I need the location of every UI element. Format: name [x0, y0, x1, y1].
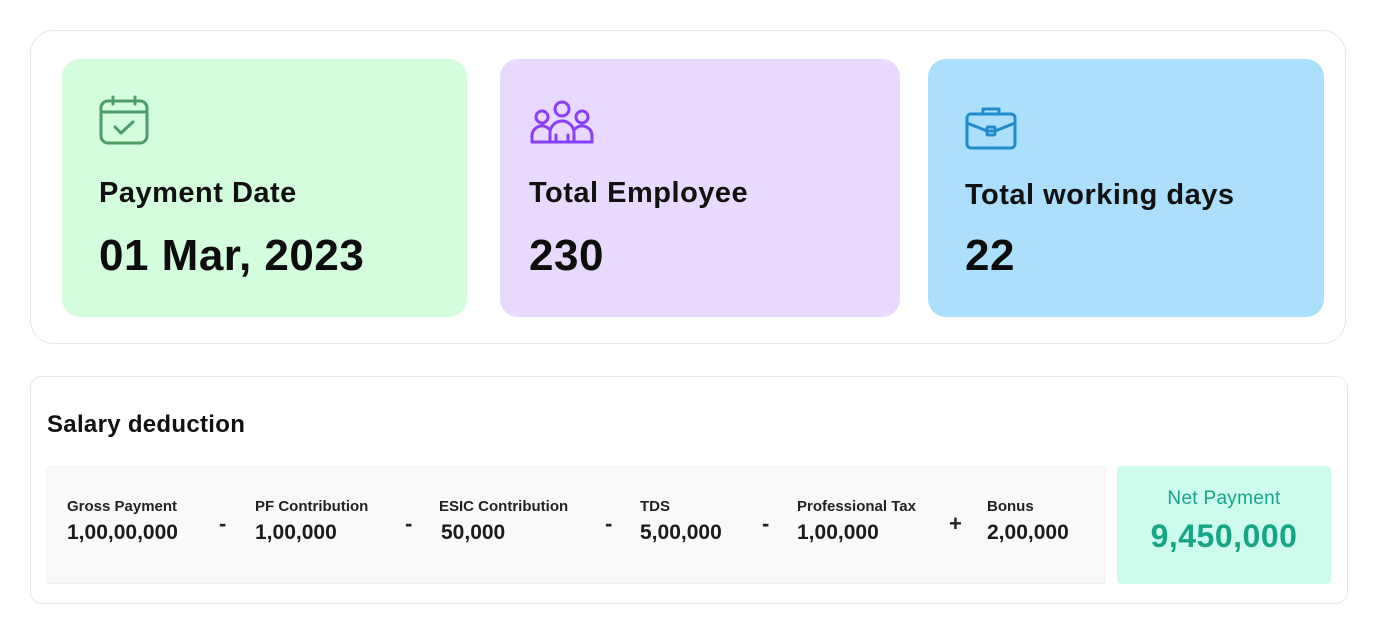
pf-contribution-label: PF Contribution	[255, 498, 369, 515]
bonus-label: Bonus	[987, 498, 1034, 515]
total-working-days-value: 22	[965, 231, 1015, 280]
total-employee-value: 230	[529, 231, 604, 280]
calendar-check-icon	[98, 95, 150, 152]
tds-value: 5,00,000	[640, 521, 722, 544]
summary-panel: Payment Date 01 Mar, 2023 Total Employee…	[30, 30, 1346, 344]
minus-operator: -	[605, 511, 613, 536]
pf-contribution-value: 1,00,000	[255, 521, 337, 544]
briefcase-icon	[964, 105, 1018, 156]
minus-operator: -	[405, 511, 413, 536]
bonus-item: Bonus 2,00,000	[987, 498, 1069, 545]
professional-tax-value: 1,00,000	[797, 521, 879, 544]
minus-operator: -	[762, 511, 770, 536]
plus-operator: +	[949, 511, 962, 536]
users-group-icon	[528, 99, 596, 150]
tds-item: TDS 5,00,000	[640, 498, 722, 545]
net-payment-label: Net Payment	[1167, 488, 1281, 509]
pf-contribution-item: PF Contribution 1,00,000	[255, 498, 368, 545]
bonus-value: 2,00,000	[987, 521, 1069, 544]
total-employee-card: Total Employee 230	[500, 59, 900, 317]
minus-operator: -	[219, 511, 227, 536]
gross-payment-label: Gross Payment	[67, 498, 178, 515]
total-working-days-label: Total working days	[965, 179, 1235, 211]
payment-date-value: 01 Mar, 2023	[99, 231, 365, 280]
deduction-breakdown: Gross Payment 1,00,00,000 - PF Contribut…	[46, 466, 1106, 584]
payment-date-label: Payment Date	[99, 177, 297, 209]
tds-label: TDS	[640, 498, 670, 515]
salary-deduction-title: Salary deduction	[47, 411, 246, 438]
gross-payment-item: Gross Payment 1,00,00,000	[67, 498, 178, 545]
gross-payment-value: 1,00,00,000	[67, 521, 178, 544]
payment-date-card: Payment Date 01 Mar, 2023	[62, 59, 467, 317]
professional-tax-item: Professional Tax 1,00,000	[797, 498, 916, 545]
total-working-days-card: Total working days 22	[928, 59, 1324, 317]
salary-deduction-panel: Salary deduction Gross Payment 1,00,00,0…	[30, 376, 1348, 604]
esic-contribution-value: 50,000	[441, 521, 506, 544]
esic-contribution-label: ESIC Contribution	[439, 498, 569, 515]
net-payment-value: 9,450,000	[1150, 518, 1298, 554]
total-employee-label: Total Employee	[529, 177, 749, 209]
esic-contribution-item: ESIC Contribution 50,000	[439, 498, 568, 545]
professional-tax-label: Professional Tax	[797, 498, 916, 515]
net-payment-box: Net Payment 9,450,000	[1117, 466, 1331, 584]
